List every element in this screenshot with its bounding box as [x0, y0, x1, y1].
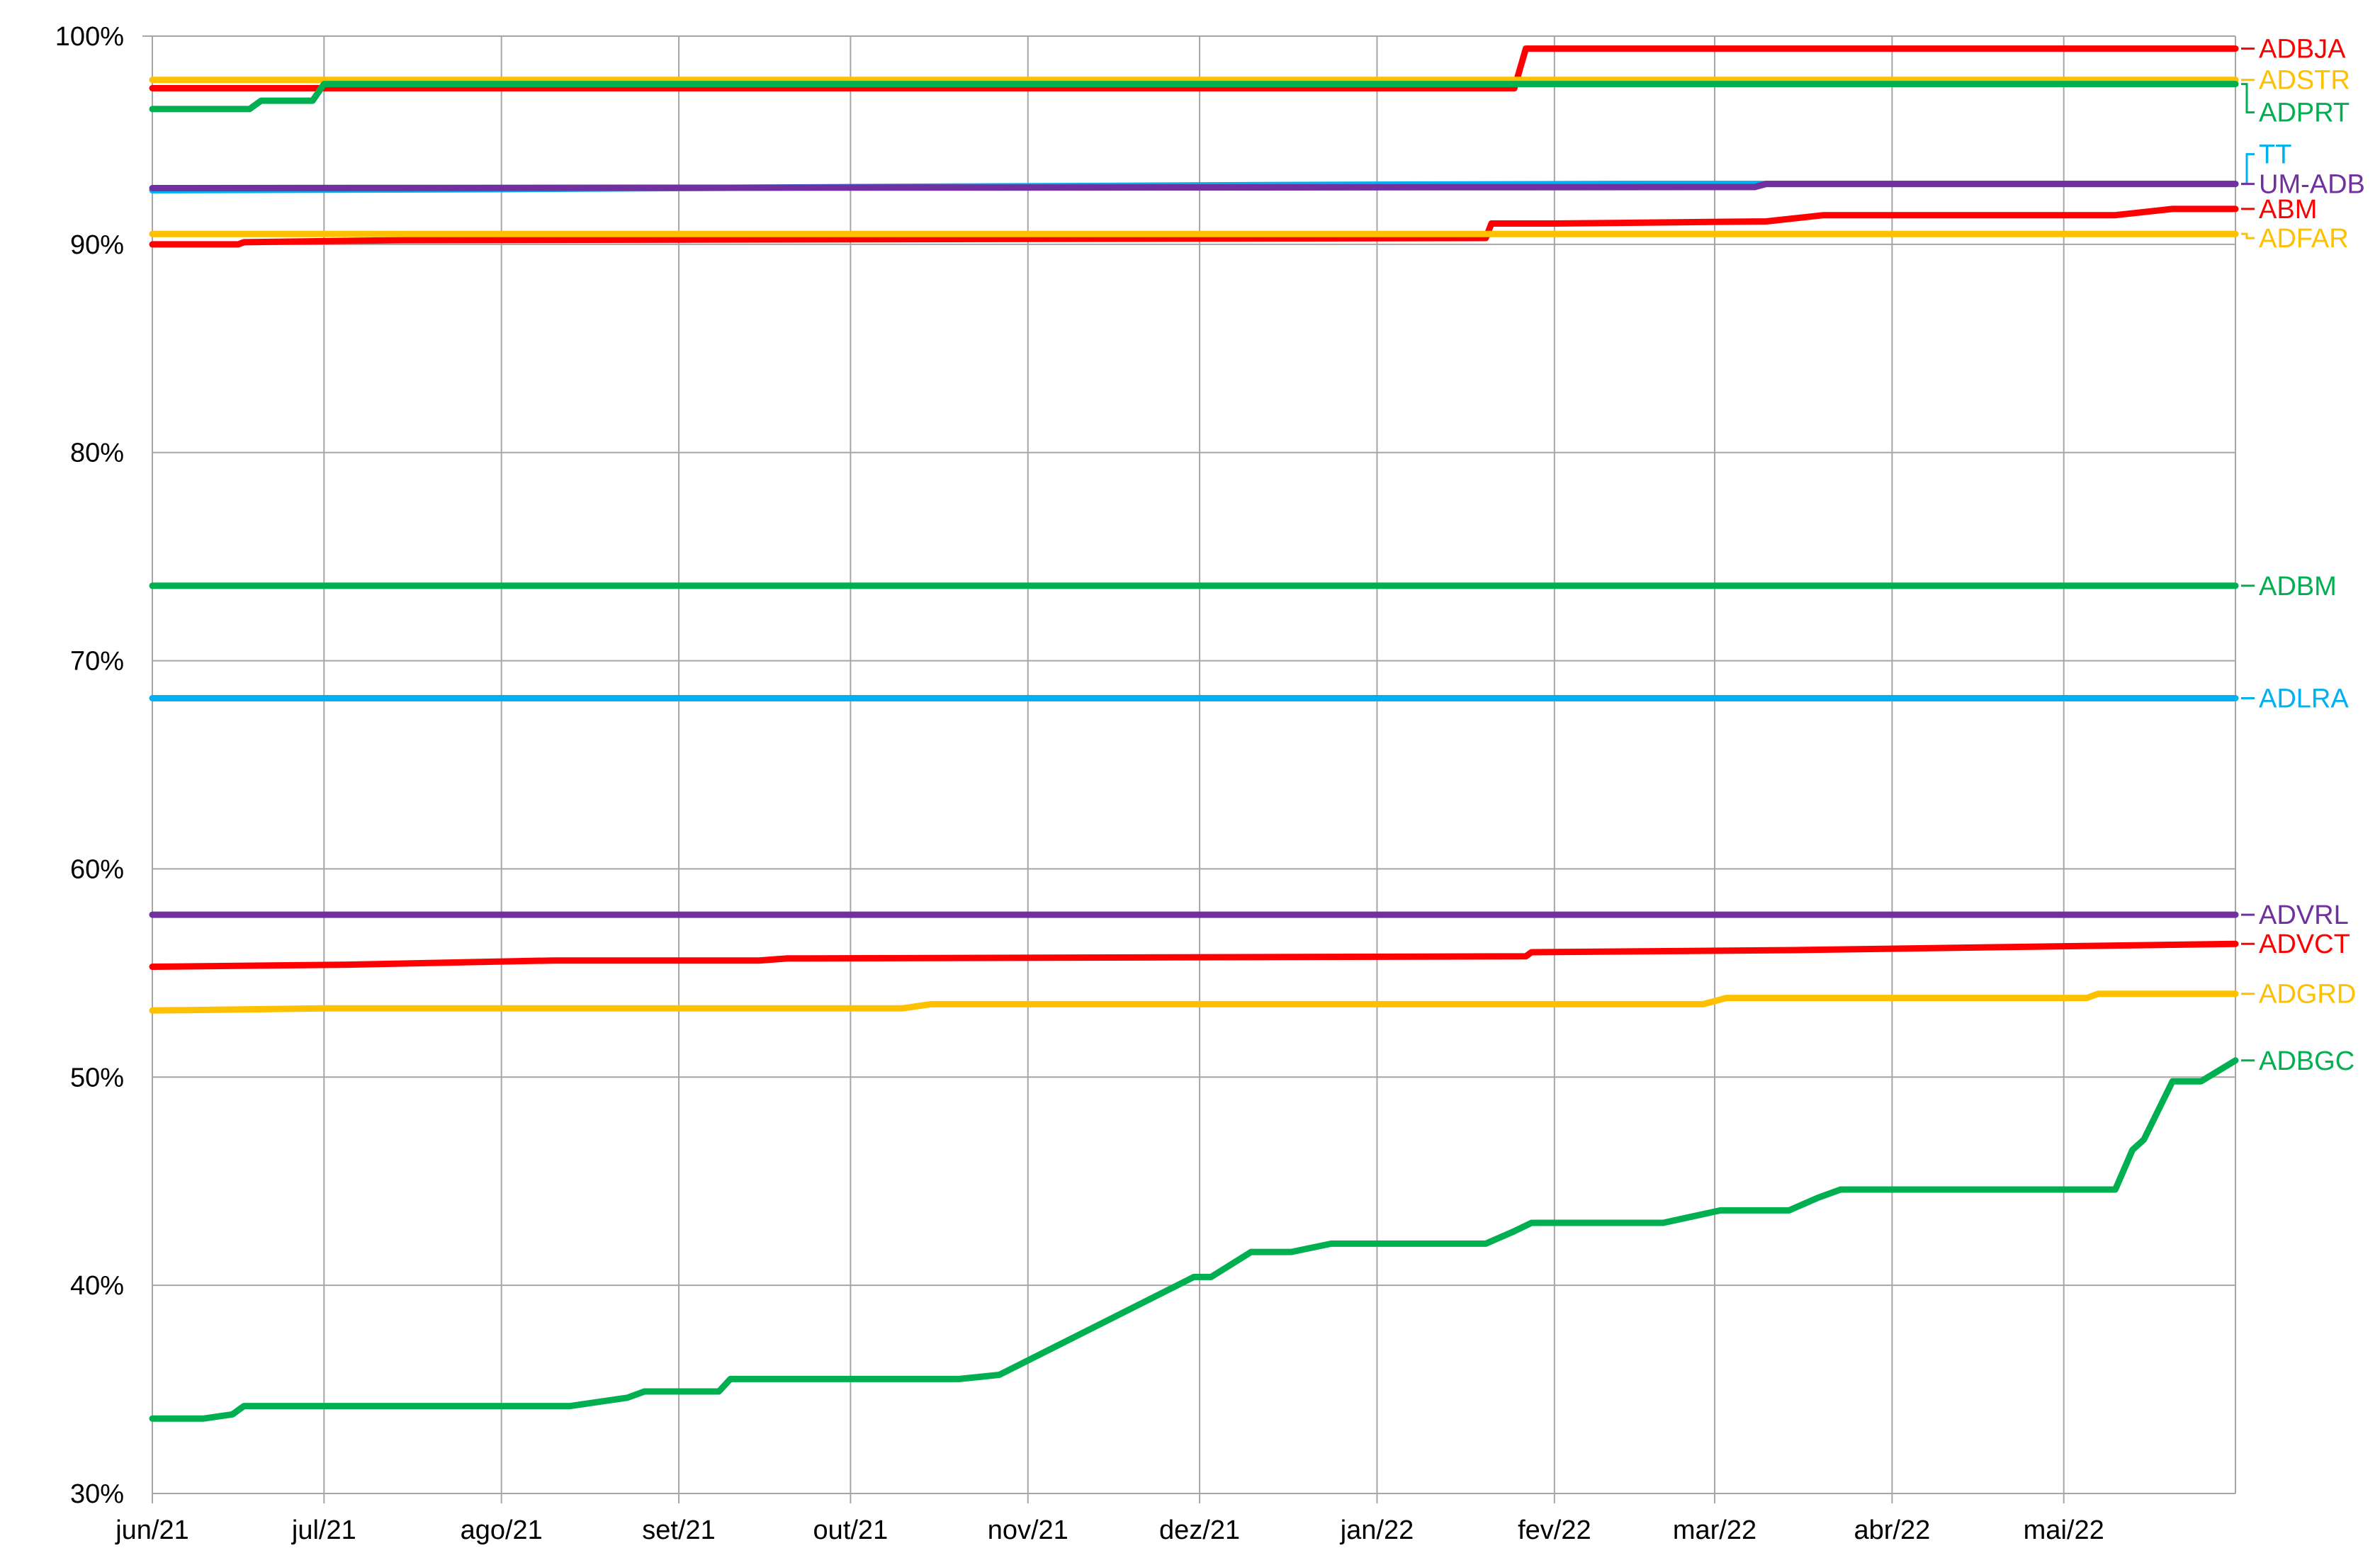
series-label-advct: ADVCT: [2259, 930, 2350, 959]
series-label-adgrd: ADGRD: [2259, 980, 2356, 1010]
series-label-adbja: ADBJA: [2259, 35, 2346, 64]
y-tick-label: 90%: [70, 230, 124, 260]
x-tick-label: set/21: [642, 1515, 716, 1545]
series-label-adlra: ADLRA: [2259, 684, 2349, 713]
series-line-advct: [149, 940, 2239, 970]
series-label-abm: ABM: [2259, 195, 2317, 225]
x-tick-label: abr/22: [1854, 1515, 1931, 1545]
x-tick-label: mai/22: [2024, 1515, 2104, 1545]
x-tick-label: nov/21: [988, 1515, 1068, 1545]
x-tick-label: ago/21: [461, 1515, 543, 1545]
series-label-adprt: ADPRT: [2259, 98, 2350, 128]
y-tick-label: 60%: [70, 854, 124, 884]
series-line-adgrd: [149, 990, 2239, 1014]
x-tick-label: jul/21: [291, 1515, 356, 1545]
x-tick-label: jan/22: [1340, 1515, 1414, 1545]
series-line-adbja: [149, 45, 2239, 91]
y-tick-label: 50%: [70, 1063, 124, 1092]
series-label-advrl: ADVRL: [2259, 900, 2349, 930]
y-tick-label: 100%: [55, 22, 124, 52]
axes: 30% 40% 50% 60% 70% 80% 90% 100% jun/21 jul/21 ago…: [55, 22, 2235, 1545]
series-line-adbgc: [149, 1057, 2239, 1422]
y-tick-label: 30%: [70, 1479, 124, 1509]
y-tick-label: 80%: [70, 439, 124, 468]
series-label-adbgc: ADBGC: [2259, 1046, 2354, 1076]
series-label-adfar: ADFAR: [2259, 224, 2349, 254]
leader-line-adfar: [2241, 232, 2255, 239]
x-tick-label: dez/21: [1159, 1515, 1240, 1545]
series-label-adstr: ADSTR: [2259, 66, 2350, 96]
series-label-tt: TT: [2259, 140, 2291, 170]
series-label-um-adb: UM-ADB: [2259, 170, 2365, 200]
series-lines: [149, 45, 2239, 1422]
y-tick-label: 70%: [70, 647, 124, 677]
series-line-adprt: [149, 81, 2239, 113]
x-tick-label: jun/21: [115, 1515, 189, 1545]
x-tick-label: fev/22: [1518, 1515, 1591, 1545]
x-tick-label: mar/22: [1673, 1515, 1756, 1545]
series-label-adbm: ADBM: [2259, 572, 2337, 602]
series-line-um-adb: [149, 181, 2239, 191]
x-tick-label: out/21: [813, 1515, 889, 1545]
series-line-abm: [149, 205, 2239, 248]
y-tick-label: 40%: [70, 1271, 124, 1301]
leader-line-adprt: [2241, 83, 2255, 114]
